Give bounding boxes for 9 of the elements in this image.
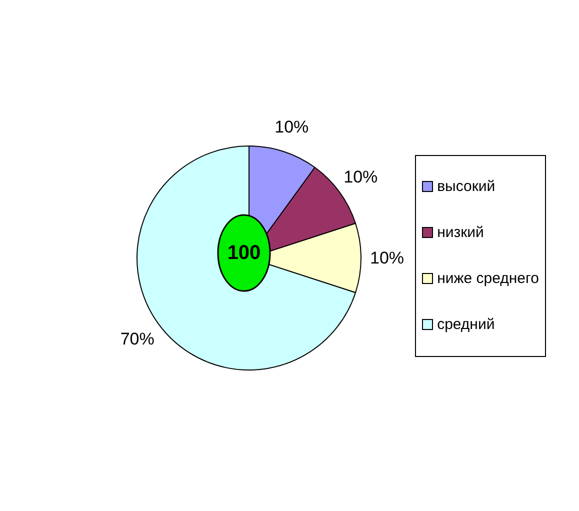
legend-label: средний (437, 316, 495, 333)
legend-label: ниже среднего (437, 270, 539, 287)
legend-label: высокий (437, 178, 496, 195)
data-label: 10% (274, 117, 309, 136)
legend-label: низкий (437, 224, 484, 241)
data-label: 10% (370, 248, 404, 268)
data-label: 70% (120, 330, 154, 349)
data-label: 10% (344, 167, 378, 186)
center-badge: 100 (216, 213, 272, 293)
